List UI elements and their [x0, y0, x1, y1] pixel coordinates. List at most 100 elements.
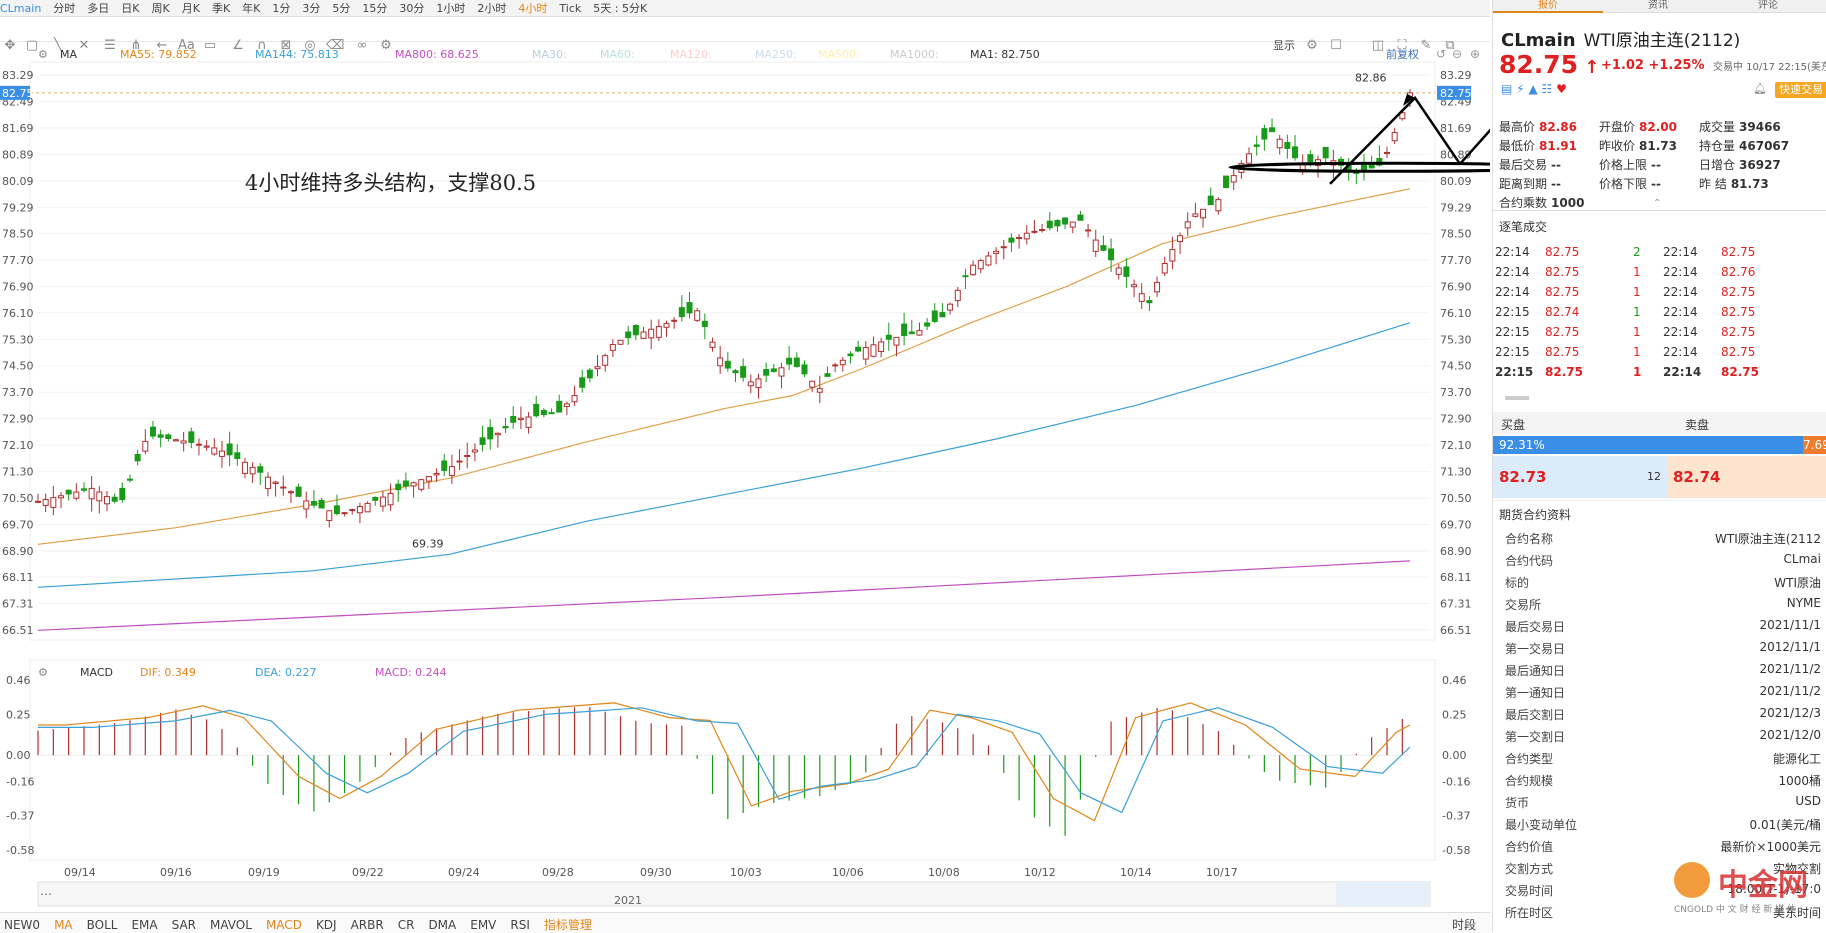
candle-body — [1230, 175, 1237, 183]
macd-tick-left: 0.46 — [6, 674, 31, 687]
indicator-tab[interactable]: EMV — [470, 918, 497, 932]
edit-icon[interactable]: ✎ — [1420, 38, 1432, 53]
ma-legend-item: MA800: 68.625 — [395, 48, 479, 61]
macd-tick-right: 0.00 — [1442, 749, 1467, 762]
overview-scrubber[interactable] — [37, 881, 1431, 907]
cross-tool-icon[interactable]: ✕ — [78, 38, 90, 53]
period-tab[interactable]: 多日 — [87, 2, 110, 15]
undo-icon[interactable]: ↺ — [1436, 47, 1446, 61]
period-tab[interactable]: 2小时 — [477, 2, 507, 15]
period-tab[interactable]: 5天 : 5分K — [593, 2, 648, 15]
candle-body — [364, 502, 371, 513]
trash-icon[interactable]: ⌫ — [326, 38, 345, 53]
lock-icon[interactable]: ⊠ — [280, 38, 292, 53]
panel-tab[interactable]: 报价 — [1493, 1, 1603, 13]
text-tool-icon[interactable]: Aa — [178, 38, 195, 53]
lightning-icon[interactable]: ⚡ — [1516, 82, 1525, 96]
ma-name[interactable]: MA — [60, 48, 77, 61]
macd-name[interactable]: MACD — [80, 666, 113, 679]
quote-item: 最后交易 -- — [1499, 158, 1561, 172]
candle-body — [1284, 141, 1291, 149]
collapse-icon[interactable]: ⌃ — [1653, 198, 1662, 209]
scrollbar[interactable] — [1505, 396, 1529, 400]
comment-icon[interactable]: ▭ — [203, 38, 217, 53]
indicator-tab[interactable]: RSI — [510, 918, 530, 932]
gear-icon[interactable]: ⚙ — [1306, 38, 1318, 53]
brush-icon[interactable]: ∠ — [232, 38, 244, 53]
period-tab[interactable]: 1分 — [272, 2, 291, 15]
list-icon[interactable]: ☷ — [1541, 82, 1553, 96]
indicator-tab[interactable]: MACD — [265, 918, 302, 932]
period-tab[interactable]: 日K — [121, 2, 140, 15]
indicator-tab[interactable]: EMA — [131, 918, 158, 932]
period-tab[interactable]: 4小时 — [518, 2, 548, 15]
camera-icon[interactable]: ◫ — [1371, 38, 1385, 53]
price-tick-left: 69.70 — [2, 518, 34, 531]
period-tab[interactable]: 3分 — [302, 2, 321, 15]
candle-body — [916, 330, 923, 336]
adjust-toggle[interactable]: 前复权 — [1386, 47, 1419, 61]
indicator-tab[interactable]: KDJ — [315, 918, 337, 932]
line-tool-icon[interactable]: ╲ — [54, 38, 62, 53]
high-label: 82.86 — [1355, 71, 1387, 84]
overview-window[interactable] — [1336, 882, 1430, 906]
indicator-tab[interactable]: NEW0 — [4, 918, 41, 932]
macd-legend: ⚙ MACD DIF: 0.349 DEA: 0.227 MACD: 0.244 — [38, 666, 447, 679]
tick-row: 22:14 82.75 1 22:14 82.75 — [1495, 285, 1756, 299]
magnet-icon[interactable]: ∩ — [257, 38, 267, 53]
panel-tab[interactable]: 评论 — [1758, 0, 1778, 11]
indicator-tab[interactable]: SAR — [171, 918, 197, 932]
heart-icon[interactable]: ♥ — [1556, 82, 1567, 96]
price-tick-left: 67.31 — [2, 598, 34, 611]
indicator-tab[interactable]: CR — [397, 918, 415, 932]
indicator-tab[interactable]: BOLL — [86, 918, 118, 932]
candle-body — [962, 275, 969, 278]
link-icon[interactable]: ∞ — [356, 38, 368, 53]
candle-body — [241, 461, 248, 474]
candle-body — [793, 357, 800, 367]
candle-body — [993, 250, 1000, 254]
square-icon[interactable]: ☐ — [1330, 38, 1342, 53]
indicator-tab[interactable]: DMA — [428, 918, 457, 932]
flag-icon[interactable]: ▤ — [1501, 82, 1513, 96]
candle-body — [42, 498, 49, 506]
candle-body — [862, 347, 869, 360]
period-tab[interactable]: 30分 — [399, 2, 425, 15]
period-button[interactable]: 时段 — [1451, 918, 1476, 932]
period-tab[interactable]: 分时 — [53, 2, 76, 15]
period-tab[interactable]: 5分 — [332, 2, 351, 15]
zoom-out-icon[interactable]: ⊖ — [1452, 47, 1462, 61]
scrubber-handle-icon[interactable]: ⋯ — [40, 887, 52, 901]
candle-body — [625, 331, 632, 339]
popout-icon[interactable]: ⧉ — [1445, 38, 1455, 53]
panel-tab[interactable]: 资讯 — [1648, 0, 1668, 11]
period-tab[interactable]: 年K — [242, 2, 261, 15]
indicator-tab[interactable]: ARBR — [350, 918, 384, 932]
hline-tool-icon[interactable]: ☰ — [104, 38, 116, 53]
display-menu[interactable]: 显示 — [1273, 39, 1295, 52]
period-tab[interactable]: 15分 — [362, 2, 388, 15]
price-tick-right: 76.90 — [1440, 280, 1472, 293]
crosshair-icon[interactable]: ✥ — [4, 38, 16, 53]
eye-icon[interactable]: ◎ — [304, 38, 316, 53]
indicator-tab[interactable]: 指标管理 — [543, 918, 592, 932]
select-icon[interactable]: ▢ — [25, 38, 39, 53]
period-tab[interactable]: 季K — [211, 2, 231, 15]
settings-icon[interactable]: ⚙ — [380, 38, 392, 53]
indicator-tab[interactable]: MAVOL — [210, 918, 252, 932]
period-tab[interactable]: 周K — [151, 2, 170, 15]
period-tab[interactable]: 月K — [181, 2, 200, 15]
symbol-label[interactable]: CLmain — [0, 2, 42, 15]
period-tab[interactable]: Tick — [559, 2, 582, 15]
arrow-tool-icon[interactable]: ← — [156, 38, 168, 53]
bell-icon[interactable]: 🔔︎ — [1753, 82, 1767, 95]
quick-trade-button[interactable]: 快速交易 — [1775, 82, 1826, 98]
indicator-tab[interactable]: MA — [54, 918, 73, 932]
share-icon[interactable]: ▲ — [1528, 82, 1538, 96]
fullscreen-icon[interactable]: ⛶ — [1397, 38, 1407, 53]
chart-area[interactable]: CLmain 分时 多日 日K 周K 月K 季K 年K 1分 3分 5分 15分 30分 1小时 2小时 4小… — [0, 0, 1490, 933]
zoom-in-icon[interactable]: ⊕ — [1470, 47, 1480, 61]
fib-tool-icon[interactable]: ⋔ — [130, 38, 142, 53]
period-tab[interactable]: 1小时 — [436, 2, 466, 15]
